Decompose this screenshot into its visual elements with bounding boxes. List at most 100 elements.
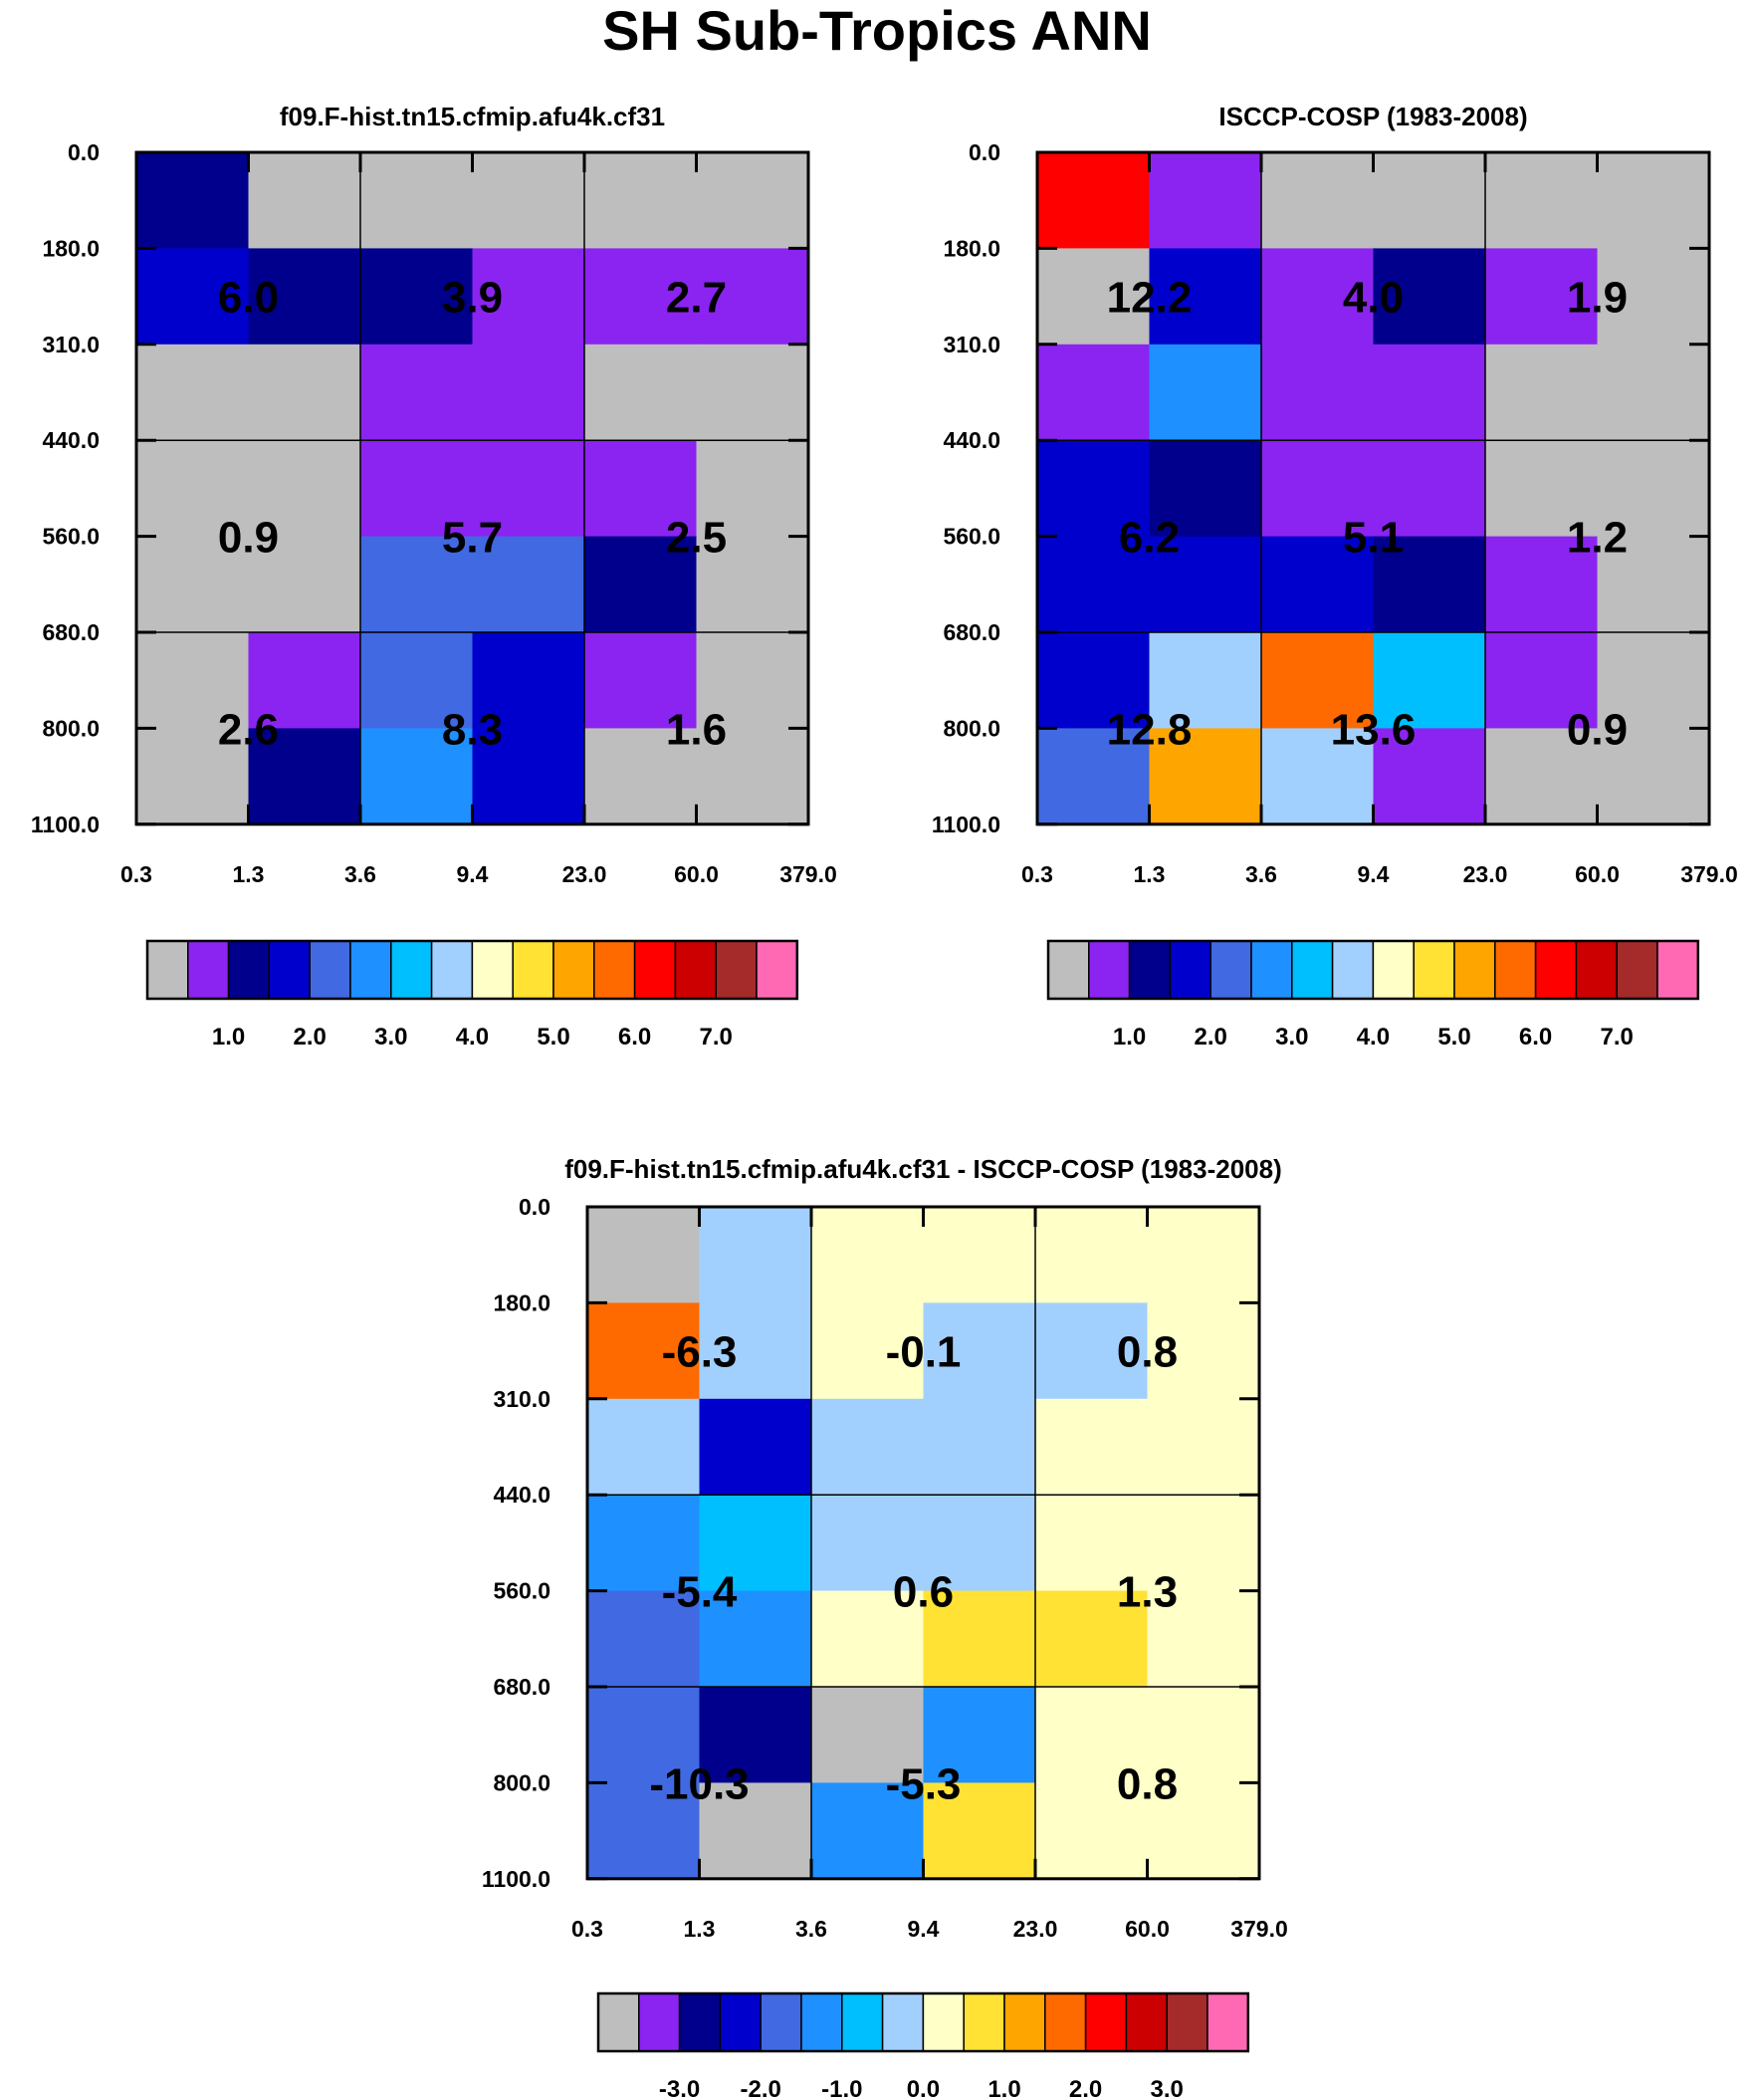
heatmap-cell — [584, 536, 698, 633]
colorbar-label: 7.0 — [700, 1024, 733, 1050]
heatmap-cell — [1037, 152, 1151, 249]
x-tick-label: 1.3 — [684, 1916, 716, 1942]
x-tick-label: 379.0 — [779, 861, 837, 887]
panel-difference: f09.F-hist.tn15.cfmip.afu4k.cf31 - ISCCP… — [482, 1154, 1288, 2100]
heatmap-cell — [1597, 440, 1710, 538]
x-tick-label: 0.3 — [120, 861, 152, 887]
y-tick-label: 1100.0 — [932, 812, 1000, 837]
heatmap-cell — [1261, 344, 1375, 441]
block-value-label: 5.1 — [1343, 514, 1404, 563]
heatmap-cell — [584, 440, 698, 538]
heatmap-cell — [472, 344, 585, 441]
heatmap-cell — [472, 728, 585, 825]
y-tick-label: 800.0 — [493, 1769, 550, 1795]
heatmap-cell — [699, 1590, 812, 1688]
block-value-label: 6.2 — [1119, 514, 1180, 563]
panel-title: f09.F-hist.tn15.cfmip.afu4k.cf31 — [280, 102, 665, 131]
y-tick-label: 560.0 — [42, 524, 100, 550]
colorbar-swatch — [1656, 940, 1699, 1000]
heatmap-cell — [923, 1590, 1036, 1688]
heatmap-cell — [696, 728, 809, 825]
heatmap-cell — [1373, 728, 1486, 825]
y-tick-label: 560.0 — [493, 1578, 550, 1604]
colorbar-swatch — [593, 940, 636, 1000]
heatmap-cell — [696, 344, 809, 441]
heatmap-cell — [696, 632, 809, 729]
heatmap-cell — [136, 728, 250, 825]
heatmap-cell — [1485, 632, 1599, 729]
heatmap-cell — [248, 344, 361, 441]
y-tick-label: 1100.0 — [31, 812, 100, 837]
figure-title: SH Sub-Tropics ANN — [602, 0, 1152, 62]
y-tick-label: 1100.0 — [482, 1866, 550, 1892]
heatmap-cell — [584, 344, 698, 441]
colorbar-label: 5.0 — [537, 1024, 569, 1050]
colorbar-swatch — [512, 940, 554, 1000]
heatmap-cell — [1485, 440, 1599, 538]
heatmap-cell — [1147, 1590, 1260, 1688]
heatmap-cell — [1147, 1302, 1260, 1400]
y-tick-label: 180.0 — [42, 235, 100, 261]
x-tick-label: 0.3 — [571, 1916, 603, 1942]
block-value-label: -5.3 — [886, 1759, 962, 1808]
heatmap-cell — [1035, 1687, 1149, 1783]
heatmap-cell — [1037, 248, 1151, 346]
heatmap-cell — [1035, 1207, 1149, 1303]
colorbar-swatch — [1372, 940, 1415, 1000]
colorbar-swatch — [552, 940, 595, 1000]
heatmap-cell — [811, 1687, 925, 1783]
colorbar-swatch — [1413, 940, 1455, 1000]
block-value-label: 0.8 — [1117, 1328, 1178, 1377]
colorbar-swatch — [760, 1992, 802, 2052]
heatmap-cell — [472, 440, 585, 538]
heatmap-cell — [923, 1398, 1036, 1496]
colorbar-swatch — [1003, 1992, 1046, 2052]
heatmap-cell — [248, 536, 361, 633]
figure: SH Sub-Tropics ANN f09.F-hist.tn15.cfmip… — [31, 0, 1738, 2100]
heatmap-cell — [1597, 344, 1710, 441]
block-value-label: -0.1 — [886, 1328, 962, 1377]
heatmap-cell — [696, 536, 809, 633]
heatmap-cell — [1373, 248, 1486, 346]
colorbar-label: 6.0 — [618, 1024, 651, 1050]
heatmap-cell — [1035, 1302, 1149, 1400]
heatmap-cell — [136, 344, 250, 441]
heatmap-cell — [1597, 248, 1710, 346]
heatmap-cell — [1597, 152, 1710, 249]
heatmap-cell — [1149, 536, 1262, 633]
heatmap-cell — [1037, 440, 1151, 538]
x-tick-label: 1.3 — [1134, 861, 1166, 887]
colorbar-label: 3.0 — [1151, 2076, 1184, 2100]
block-value-label: 12.8 — [1107, 705, 1193, 754]
colorbar-label: -1.0 — [821, 2076, 862, 2100]
colorbar-label: 4.0 — [1357, 1024, 1390, 1050]
heatmap-cell — [923, 1782, 1036, 1880]
heatmap-cell — [360, 728, 474, 825]
colorbar-label: -2.0 — [741, 2076, 781, 2100]
colorbar-swatch — [841, 1992, 884, 2052]
colorbar-swatch — [1331, 940, 1375, 1000]
block-value-label: 12.2 — [1107, 274, 1193, 323]
heatmap-cell — [248, 248, 361, 346]
panel-observations: ISCCP-COSP (1983-2008) 0.0 180.0 310.0 440.0… — [932, 102, 1738, 1050]
colorbar-swatch — [390, 940, 433, 1000]
heatmap-cell — [811, 1398, 925, 1496]
colorbar-frame — [145, 939, 799, 1001]
heatmap-cell — [136, 152, 250, 249]
colorbar-swatch — [881, 1992, 925, 2052]
colorbar-swatch — [1616, 940, 1658, 1000]
heatmap-cell — [587, 1590, 701, 1688]
heatmap-cell — [1261, 632, 1375, 729]
block-value-label: 0.9 — [218, 514, 279, 563]
heatmap-cell — [923, 1302, 1036, 1400]
colorbar-swatch — [1128, 940, 1172, 1000]
heatmap-cell — [248, 632, 361, 729]
colorbar-label: 3.0 — [1275, 1024, 1308, 1050]
heatmap-cell — [472, 632, 585, 729]
heatmap-cell — [923, 1495, 1036, 1592]
colorbar-label: 1.0 — [987, 2076, 1020, 2100]
colorbar-swatch — [800, 1992, 843, 2052]
heatmap-cell — [1149, 728, 1262, 825]
colorbar-label: 5.0 — [1437, 1024, 1470, 1050]
